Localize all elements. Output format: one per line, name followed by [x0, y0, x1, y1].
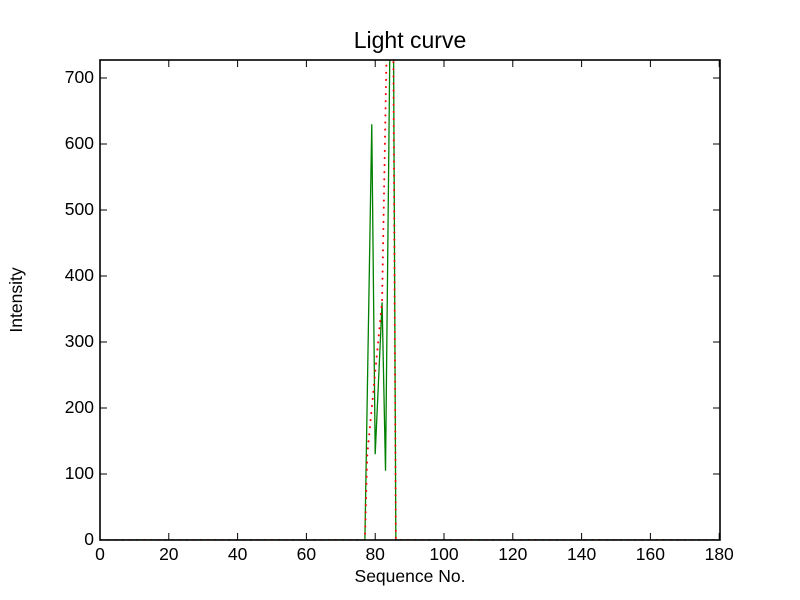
svg-text:Light curve: Light curve — [354, 27, 467, 53]
svg-text:80: 80 — [365, 544, 385, 564]
svg-text:160: 160 — [636, 544, 665, 564]
svg-text:100: 100 — [65, 463, 94, 483]
svg-text:140: 140 — [567, 544, 596, 564]
svg-text:40: 40 — [228, 544, 248, 564]
svg-text:180: 180 — [705, 544, 734, 564]
svg-text:Intensity: Intensity — [6, 267, 26, 332]
svg-text:120: 120 — [498, 544, 527, 564]
svg-text:200: 200 — [65, 397, 94, 417]
svg-text:Sequence No.: Sequence No. — [355, 566, 466, 586]
svg-text:400: 400 — [65, 265, 94, 285]
svg-text:600: 600 — [65, 133, 94, 153]
svg-text:700: 700 — [65, 67, 94, 87]
svg-text:0: 0 — [84, 529, 94, 549]
svg-text:60: 60 — [297, 544, 317, 564]
svg-text:300: 300 — [65, 331, 94, 351]
svg-text:100: 100 — [429, 544, 458, 564]
svg-text:500: 500 — [65, 199, 94, 219]
svg-text:0: 0 — [95, 544, 105, 564]
svg-text:20: 20 — [159, 544, 179, 564]
